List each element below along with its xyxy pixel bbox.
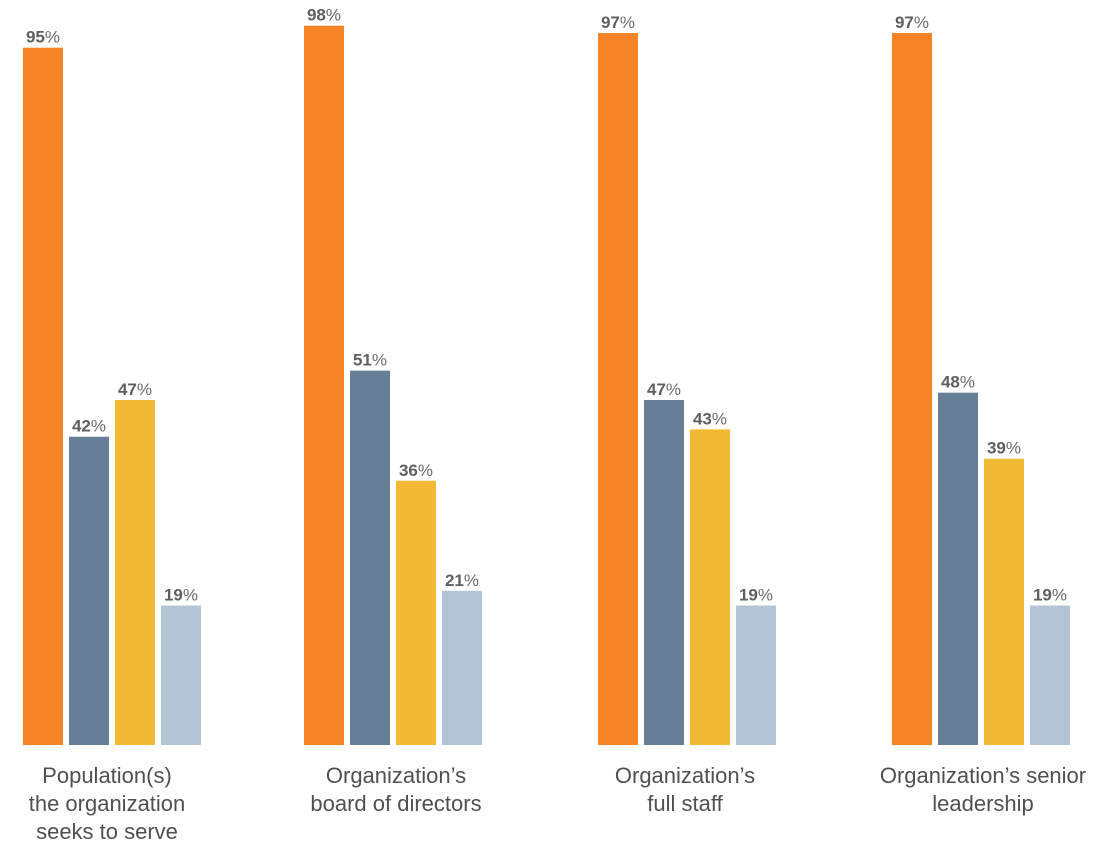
- value-label-cat3-series3: 19%: [1033, 586, 1067, 605]
- bar-cat1-series1: [350, 370, 390, 745]
- category-label-senior-leadership: Organization’s senior leadership: [879, 763, 1087, 816]
- value-label-cat1-series0: 98%: [307, 6, 341, 25]
- bar-cat3-series3: [1030, 605, 1070, 745]
- bars-group: [23, 25, 1070, 746]
- value-labels-group: 95% 42% 47% 19% 98% 51% 36% 21% 97% 47% 43% 19% 97% 4…: [26, 6, 1067, 605]
- bar-cat0-series0: [23, 47, 63, 745]
- bar-cat3-series0: [892, 33, 932, 745]
- bar-cat2-series2: [690, 429, 730, 745]
- category-label-population: Population(s) the organization seeks to …: [28, 763, 186, 844]
- value-label-cat2-series3: 19%: [739, 586, 773, 605]
- value-label-cat3-series1: 48%: [941, 373, 975, 392]
- value-label-cat2-series1: 47%: [647, 380, 681, 399]
- value-label-cat0-series1: 42%: [72, 417, 106, 436]
- value-label-cat0-series2: 47%: [118, 380, 152, 399]
- value-label-cat3-series0: 97%: [895, 13, 929, 32]
- bar-cat0-series3: [161, 605, 201, 745]
- bar-cat1-series2: [396, 480, 436, 745]
- value-label-cat0-series3: 19%: [164, 586, 198, 605]
- value-label-cat1-series1: 51%: [353, 351, 387, 370]
- bar-cat2-series1: [644, 400, 684, 745]
- bar-cat2-series3: [736, 605, 776, 745]
- bar-cat1-series3: [442, 590, 482, 745]
- bar-cat1-series0: [304, 25, 344, 746]
- value-label-cat1-series2: 36%: [399, 461, 433, 480]
- bar-cat3-series1: [938, 392, 978, 745]
- value-label-cat2-series2: 43%: [693, 409, 727, 428]
- bar-cat2-series0: [598, 33, 638, 745]
- value-label-cat3-series2: 39%: [987, 439, 1021, 458]
- bar-cat3-series2: [984, 458, 1024, 745]
- value-label-cat1-series3: 21%: [445, 571, 479, 590]
- category-label-full-staff: Organization’s full staff: [614, 763, 756, 816]
- value-label-cat2-series0: 97%: [601, 13, 635, 32]
- bar-cat0-series2: [115, 400, 155, 745]
- value-label-cat0-series0: 95%: [26, 28, 60, 47]
- category-label-board: Organization’s board of directors: [310, 763, 482, 816]
- bar-cat0-series1: [69, 436, 109, 745]
